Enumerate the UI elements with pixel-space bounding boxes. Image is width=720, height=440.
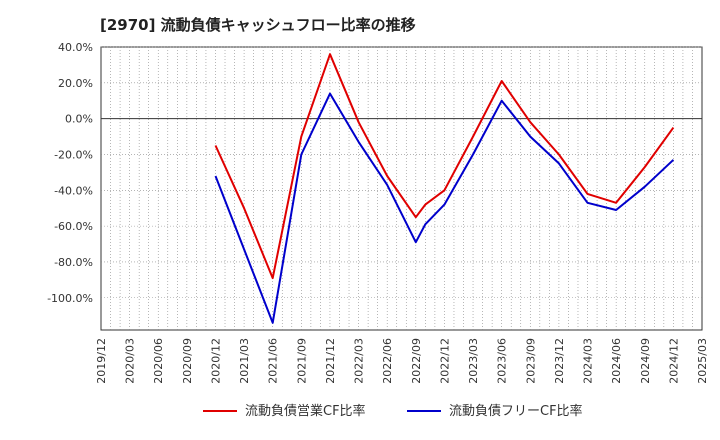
x-tick-label: 2021/03 [238, 338, 251, 384]
chart-title: [2970] 流動負債キャッシュフロー比率の推移 [100, 16, 416, 34]
x-tick-label: 2024/09 [639, 338, 652, 384]
y-tick-label: -20.0% [54, 148, 93, 161]
x-tick-label: 2024/12 [667, 338, 680, 384]
x-tick-label: 2021/06 [267, 338, 280, 384]
x-tick-label: 2021/09 [295, 338, 308, 384]
x-tick-label: 2022/06 [381, 338, 394, 384]
y-tick-label: -60.0% [54, 220, 93, 233]
legend-label-2: 流動負債フリーCF比率 [449, 403, 583, 419]
y-tick-label: 0.0% [65, 113, 93, 126]
y-tick-label: 40.0% [58, 41, 93, 54]
series-line-1 [214, 53, 675, 280]
series-line-2 [214, 92, 675, 324]
x-tick-label: 2023/03 [467, 338, 480, 384]
x-tick-label: 2020/06 [152, 338, 165, 384]
x-tick-label: 2024/03 [582, 338, 595, 384]
x-tick-label: 2023/06 [496, 338, 509, 384]
y-tick-label: -40.0% [54, 184, 93, 197]
x-tick-label: 2019/12 [95, 338, 108, 384]
x-tick-label: 2020/09 [181, 338, 194, 384]
x-tick-label: 2022/03 [353, 338, 366, 384]
y-tick-label: -100.0% [47, 292, 93, 305]
x-tick-label: 2024/06 [610, 338, 623, 384]
legend-label-1: 流動負債営業CF比率 [245, 403, 366, 419]
x-tick-label: 2025/03 [696, 338, 709, 384]
x-tick-label: 2022/09 [410, 338, 423, 384]
y-tick-label: -80.0% [54, 256, 93, 269]
x-tick-label: 2022/12 [438, 338, 451, 384]
x-tick-label: 2020/12 [209, 338, 222, 384]
x-tick-label: 2023/12 [553, 338, 566, 384]
y-tick-label: 20.0% [58, 77, 93, 90]
plot-area [100, 46, 703, 331]
x-tick-label: 2021/12 [324, 338, 337, 384]
x-tick-label: 2020/03 [124, 338, 137, 384]
x-tick-label: 2023/09 [524, 338, 537, 384]
